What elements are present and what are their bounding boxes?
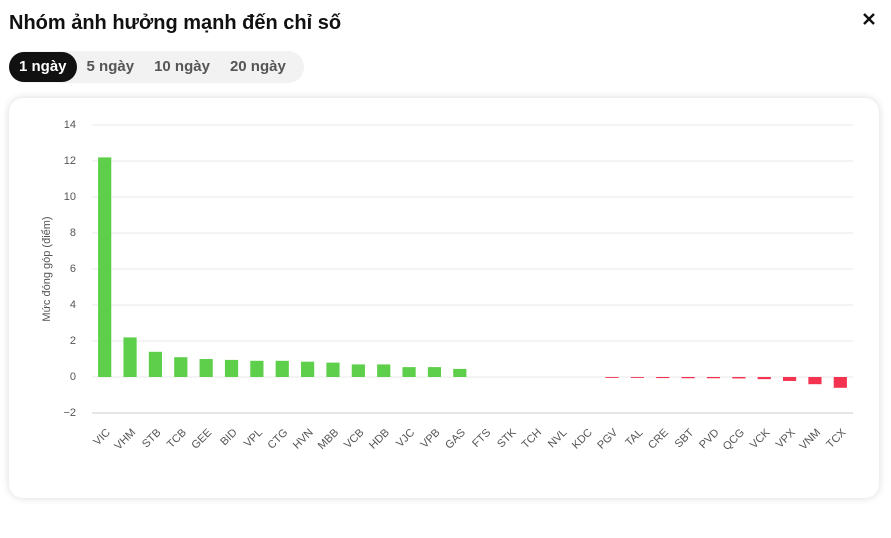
y-tick-label: 0: [70, 371, 76, 383]
bar: [782, 377, 797, 381]
x-tick-label: TCX: [824, 426, 849, 451]
bar: [377, 364, 391, 377]
y-tick-label: 14: [64, 119, 76, 131]
x-tick-label: HDB: [367, 427, 392, 452]
bar: [402, 367, 416, 377]
x-tick-label: BID: [218, 427, 239, 448]
bar: [98, 157, 112, 377]
bar: [123, 337, 137, 377]
x-tick-label: GAS: [443, 427, 468, 452]
bar: [326, 362, 340, 377]
x-tick-label: VPL: [242, 427, 265, 450]
x-tick-label: STB: [140, 427, 164, 451]
x-tick-label: HVN: [291, 427, 316, 452]
bar: [732, 377, 746, 379]
x-tick-label: MBB: [316, 427, 341, 452]
bar: [199, 359, 213, 377]
tab[interactable]: 1 ngày: [9, 52, 77, 82]
x-tick-label: VHM: [112, 427, 138, 453]
x-tick-label: VPB: [419, 427, 443, 451]
x-tick-label: VJC: [394, 427, 417, 450]
bar: [301, 361, 315, 377]
x-tick-label: PGV: [595, 426, 620, 451]
bar: [706, 377, 721, 379]
y-tick-label: 6: [70, 263, 76, 275]
x-tick-label: VCK: [748, 426, 773, 451]
x-tick-label: SBT: [673, 427, 697, 451]
x-tick-label: NVL: [546, 427, 570, 451]
x-tick-label: VNM: [797, 427, 823, 453]
x-tick-label: FTS: [470, 427, 493, 450]
x-tick-label: GEE: [189, 427, 214, 452]
bar: [453, 368, 467, 377]
y-tick-label: 12: [64, 155, 76, 167]
y-tick-label: 2: [70, 335, 76, 347]
x-tick-label: STK: [495, 426, 519, 450]
bar: [427, 367, 442, 377]
bar: [275, 360, 289, 377]
y-tick-label: 10: [64, 191, 76, 203]
bar: [250, 360, 264, 377]
bar: [833, 377, 847, 388]
x-tick-label: CRE: [646, 427, 671, 452]
bar: [808, 377, 822, 385]
bar: [224, 359, 239, 377]
bar: [605, 377, 619, 378]
x-tick-label: TAL: [623, 427, 645, 449]
title: Nhóm ảnh hưởng mạnh đến chỉ số: [9, 12, 342, 34]
x-tick-label: TCB: [165, 427, 189, 451]
bar: [656, 377, 670, 379]
x-tick-label: VPX: [774, 426, 799, 451]
tab-bar: 1 ngày 5 ngày 10 ngày 20 ngày: [9, 51, 304, 83]
bar: [351, 364, 365, 377]
x-tick-label: TCH: [520, 427, 545, 452]
x-tick-label: VCB: [342, 427, 366, 451]
close-button[interactable]: [862, 12, 876, 26]
y-tick-label: 8: [70, 227, 76, 239]
tab[interactable]: 5 ngày: [86, 58, 135, 75]
tab[interactable]: 10 ngày: [154, 58, 210, 75]
bar: [757, 377, 771, 380]
bar: [630, 377, 644, 378]
x-tick-label: QCG: [721, 427, 747, 453]
x-tick-label: PVD: [697, 427, 722, 452]
bar: [174, 357, 188, 377]
chart-card: [9, 98, 879, 498]
bar: [148, 351, 163, 377]
x-tick-label: CTG: [266, 427, 291, 452]
x-tick-label: VIC: [91, 427, 112, 448]
y-axis-label: Mức đóng góp (điểm): [41, 216, 53, 321]
bar: [681, 377, 695, 379]
tab[interactable]: 20 ngày: [229, 58, 286, 75]
y-tick-label: 4: [70, 299, 76, 311]
y-tick-label: −2: [63, 407, 76, 419]
x-tick-label: KDC: [570, 427, 595, 452]
